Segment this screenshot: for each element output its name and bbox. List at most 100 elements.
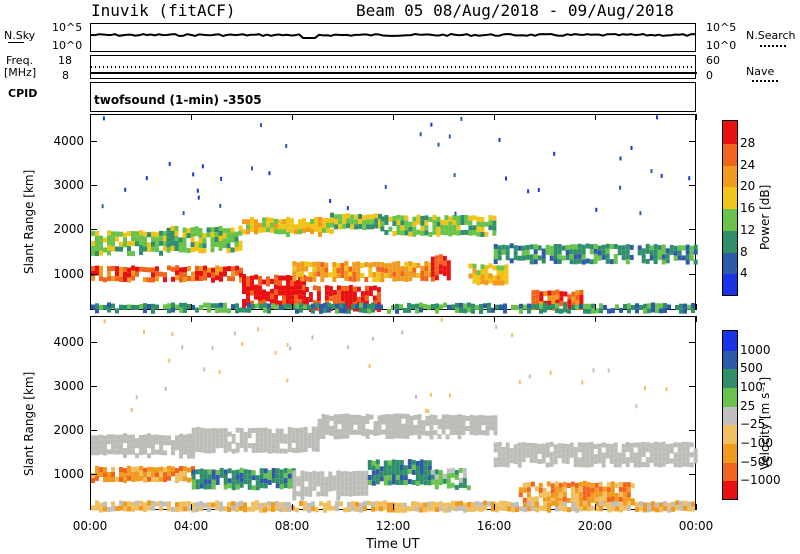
velocity-colorbar-label: Velocity [m s⁻¹] [758, 376, 772, 470]
heatmap-cell [278, 285, 282, 291]
heatmap-cell [469, 424, 474, 430]
heatmap-cell [308, 471, 313, 477]
heatmap-cell [368, 262, 373, 268]
heatmap-cell [235, 502, 239, 507]
heatmap-cell [472, 230, 477, 236]
heatmap-cell [282, 300, 286, 306]
heatmap-cell [518, 492, 523, 498]
heatmap-cell [163, 236, 167, 242]
heatmap-cell [95, 450, 99, 456]
heatmap-cell [483, 500, 487, 506]
site-title: Inuvik (fitACF) [91, 1, 236, 20]
heatmap-cell [537, 444, 542, 449]
heatmap-cell [408, 261, 413, 267]
heatmap-cell [404, 261, 409, 267]
heatmap-cell [685, 456, 690, 462]
heatmap-cell [226, 238, 231, 244]
heatmap-cell [645, 447, 650, 453]
heatmap-cell [195, 427, 200, 432]
heatmap-cell [605, 243, 610, 249]
heatmap-cell [99, 502, 103, 508]
heatmap-cell [559, 506, 563, 512]
heatmap-cell [431, 501, 435, 507]
heatmap-cell [308, 481, 313, 487]
heatmap-cell [553, 449, 558, 455]
heatmap-cell [286, 300, 290, 305]
heatmap-cell [446, 260, 451, 266]
heatmap-cell [182, 232, 187, 238]
heatmap-cell [270, 227, 274, 233]
heatmap-cell [561, 448, 566, 454]
heatmap-cell [302, 223, 306, 229]
heatmap-cell [395, 308, 399, 314]
heatmap-cell [637, 462, 642, 468]
heatmap-cell [255, 303, 259, 309]
heatmap-cell [554, 491, 559, 497]
heatmap-cell [287, 303, 291, 309]
heatmap-cell [606, 487, 611, 493]
heatmap-cell [374, 223, 379, 229]
heatmap-cell [357, 429, 362, 435]
heatmap-cell [356, 271, 361, 277]
heatmap-cell [347, 308, 351, 314]
heatmap-cell [444, 230, 449, 236]
heatmap-cell [242, 279, 246, 284]
heatmap-cell [147, 476, 151, 482]
heatmap-cell [434, 255, 439, 261]
heatmap-cell [653, 451, 658, 457]
heatmap-cell [166, 227, 171, 233]
heatmap-cell [372, 272, 377, 277]
heatmap-cell [679, 303, 683, 309]
heatmap-cell [380, 262, 385, 268]
heatmap-cell [257, 327, 260, 332]
heatmap-cell [214, 242, 219, 247]
heatmap-cell [119, 304, 123, 310]
heatmap-cell [107, 439, 111, 445]
heatmap-cell [606, 497, 611, 503]
heatmap-cell [629, 244, 634, 250]
heatmap-cell [219, 271, 223, 277]
heatmap-cell [453, 420, 458, 425]
heatmap-cell [123, 473, 127, 479]
heatmap-cell [602, 491, 607, 497]
heatmap-cell [633, 452, 638, 458]
heatmap-cell [434, 265, 439, 271]
heatmap-cell [573, 452, 578, 457]
heatmap-cell [438, 254, 443, 260]
heatmap-cell [449, 420, 454, 426]
heatmap-cell [501, 451, 506, 457]
heatmap-cell [677, 255, 682, 261]
heatmap-cell [242, 304, 246, 309]
heatmap-cell [312, 480, 317, 486]
heatmap-cell [336, 485, 341, 491]
heatmap-cell [123, 271, 127, 277]
heatmap-cell [688, 176, 691, 181]
heatmap-cell [495, 324, 498, 329]
heatmap-cell [203, 367, 206, 372]
heatmap-cell [239, 477, 244, 483]
heatmap-cell [207, 484, 212, 490]
heatmap-cell [266, 222, 270, 228]
heatmap-cell [400, 266, 405, 272]
heatmap-cell [191, 484, 196, 490]
heatmap-cell [151, 231, 155, 237]
heatmap-cell [603, 502, 607, 508]
heatmap-cell [191, 304, 195, 310]
heatmap-cell [203, 484, 208, 490]
heatmap-cell [135, 271, 139, 277]
heatmap-cell [321, 414, 326, 419]
heatmap-cell [344, 275, 349, 281]
heatmap-cell [346, 345, 349, 350]
heatmap-cell [291, 304, 295, 310]
heatmap-cell [541, 453, 546, 459]
heatmap-cell [480, 227, 485, 232]
heatmap-cell [341, 413, 346, 419]
heatmap-cell [223, 271, 227, 277]
heatmap-cell [360, 475, 365, 481]
heatmap-cell [357, 414, 362, 420]
heatmap-cell [215, 438, 220, 444]
heatmap-cell [589, 249, 594, 255]
heatmap-cell [291, 505, 295, 511]
heatmap-cell [419, 307, 423, 313]
heatmap-cell [171, 471, 175, 477]
